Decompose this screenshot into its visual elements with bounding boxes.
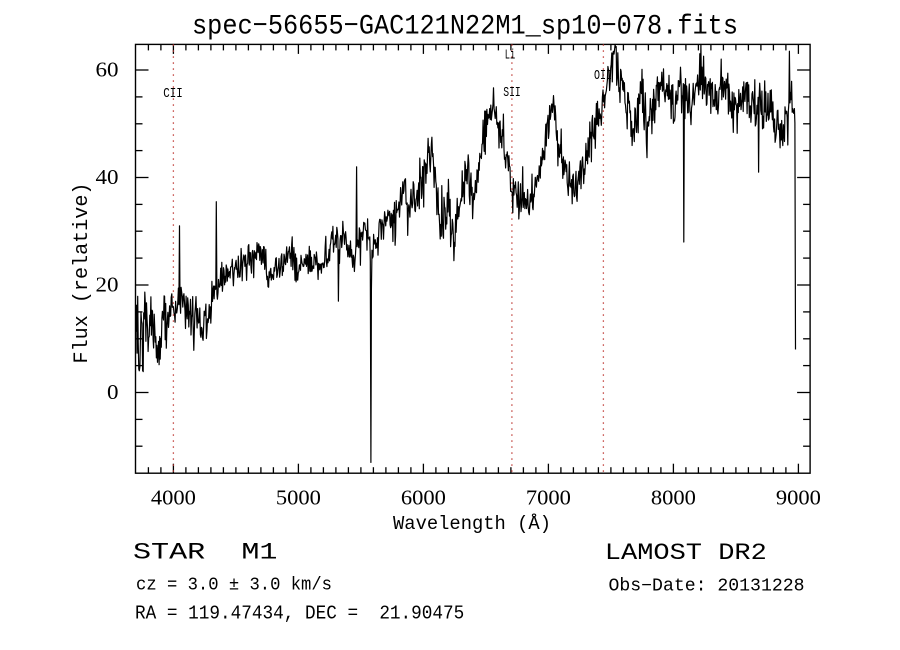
svg-text:cz = 3.0 ± 3.0 km/s: cz = 3.0 ± 3.0 km/s: [136, 575, 332, 596]
svg-text:40: 40: [96, 165, 119, 189]
svg-text:Obs−Date: 20131228: Obs−Date: 20131228: [609, 577, 805, 597]
svg-text:RA = 119.47434, DEC = 21.9047: RA = 119.47434, DEC = 21.90475: [135, 603, 464, 625]
svg-text:SII: SII: [503, 85, 521, 101]
svg-text:CII: CII: [163, 86, 183, 102]
svg-text:7000: 7000: [526, 486, 571, 510]
svg-text:spec−56655−GAC121N22M1_sp10−07: spec−56655−GAC121N22M1_sp10−078.fits: [192, 12, 738, 43]
svg-text:Wavelength (Å): Wavelength (Å): [393, 513, 551, 535]
svg-text:8000: 8000: [651, 486, 696, 510]
svg-text:Flux (relative): Flux (relative): [71, 183, 94, 364]
svg-text:60: 60: [96, 58, 119, 82]
svg-text:0: 0: [107, 380, 119, 404]
svg-text:LAMOST DR2: LAMOST DR2: [605, 540, 767, 566]
svg-text:5000: 5000: [276, 486, 321, 510]
svg-text:Li: Li: [505, 48, 516, 64]
svg-text:9000: 9000: [776, 486, 821, 510]
svg-text:4000: 4000: [151, 486, 196, 510]
svg-text:20: 20: [96, 273, 119, 297]
svg-text:STAR M1: STAR M1: [133, 540, 278, 566]
svg-text:6000: 6000: [401, 486, 446, 510]
